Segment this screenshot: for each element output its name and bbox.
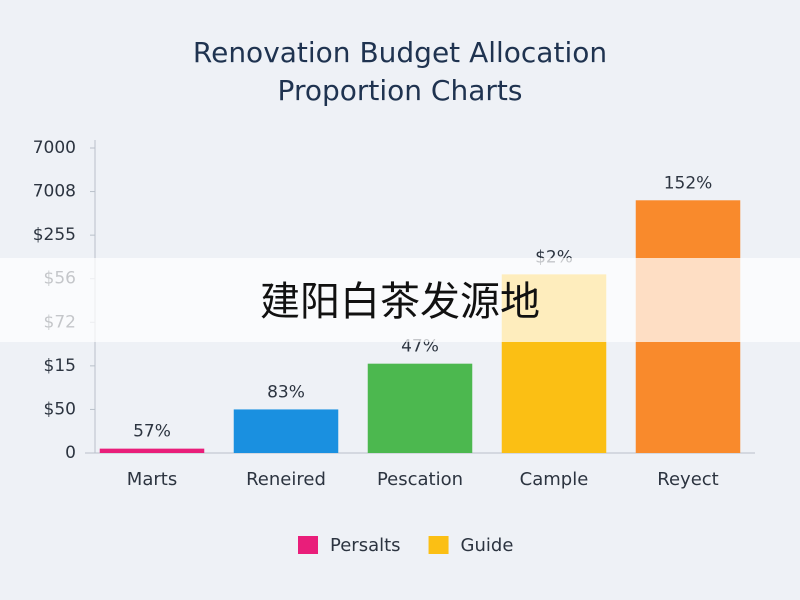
legend-swatch [428,536,449,554]
y-tick-label: 7000 [33,138,76,158]
legend-label: Persalts [330,535,401,556]
legend-label: Guide [461,535,514,556]
legend-swatch [298,536,318,554]
value-label: 152% [664,173,713,193]
y-tick-label: 7008 [33,182,76,202]
watermark: 建阳白茶发源地 [260,279,540,325]
bar [233,409,339,453]
x-tick-label: Pescation [377,469,463,490]
bar [99,448,205,453]
value-label: 57% [133,422,171,442]
chart-title: Renovation Budget Allocation [193,36,607,69]
value-label: 83% [267,382,305,402]
x-tick-label: Marts [127,469,177,490]
y-tick-label: 0 [65,443,76,463]
y-tick-label: $50 [44,399,76,419]
watermark-band [0,258,800,342]
chart-title: Proportion Charts [278,74,523,107]
x-tick-label: Reyect [657,469,718,490]
x-tick-label: Cample [520,469,589,490]
y-tick-label: $255 [33,225,76,245]
y-tick-label: $15 [44,356,76,376]
bar [367,363,473,453]
x-tick-label: Reneired [246,469,326,490]
